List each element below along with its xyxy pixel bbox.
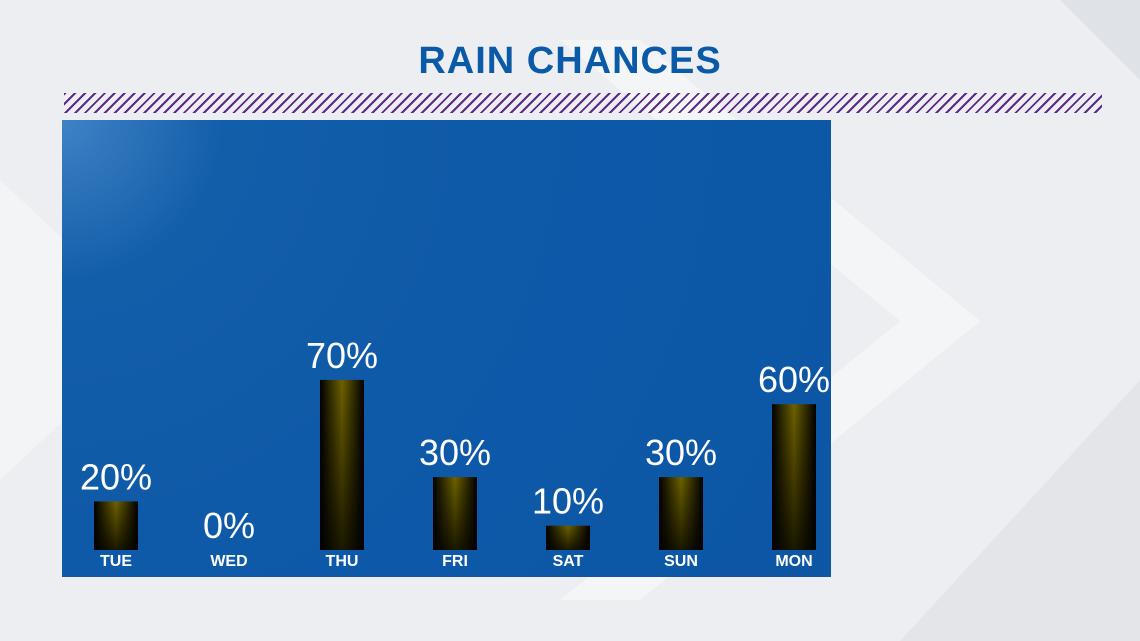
day-label-wed: WED bbox=[210, 553, 247, 570]
value-label-fri: 30% bbox=[419, 432, 491, 473]
value-label-sat: 10% bbox=[532, 481, 604, 522]
bar-fri bbox=[433, 477, 477, 550]
rain-chance-bar-chart: 20% TUE 0% WED 70% THU 30% FRI 10% SAT 30% SUN 60% MO… bbox=[80, 335, 830, 570]
day-label-tue: TUE bbox=[100, 553, 132, 570]
value-label-tue: 20% bbox=[80, 456, 152, 497]
bar-tue bbox=[94, 501, 138, 550]
value-label-mon: 60% bbox=[758, 359, 830, 400]
day-label-fri: FRI bbox=[442, 553, 468, 570]
chart-title: RAIN CHANCES bbox=[418, 40, 722, 82]
day-label-sat: SAT bbox=[553, 553, 584, 570]
value-label-sun: 30% bbox=[645, 432, 717, 473]
bar-sat bbox=[546, 525, 590, 550]
bar-sun bbox=[659, 477, 703, 550]
bar-mon bbox=[772, 404, 816, 550]
day-label-mon: MON bbox=[775, 553, 812, 570]
chart-panel: 20% TUE 0% WED 70% THU 30% FRI 10% SAT 30% SUN 60% MO… bbox=[62, 120, 831, 577]
day-label-thu: THU bbox=[326, 553, 359, 570]
title-divider-stripe bbox=[64, 93, 1102, 113]
day-label-sun: SUN bbox=[664, 553, 698, 570]
value-label-wed: 0% bbox=[203, 505, 255, 546]
value-label-thu: 70% bbox=[306, 335, 378, 376]
bar-thu bbox=[320, 379, 364, 550]
